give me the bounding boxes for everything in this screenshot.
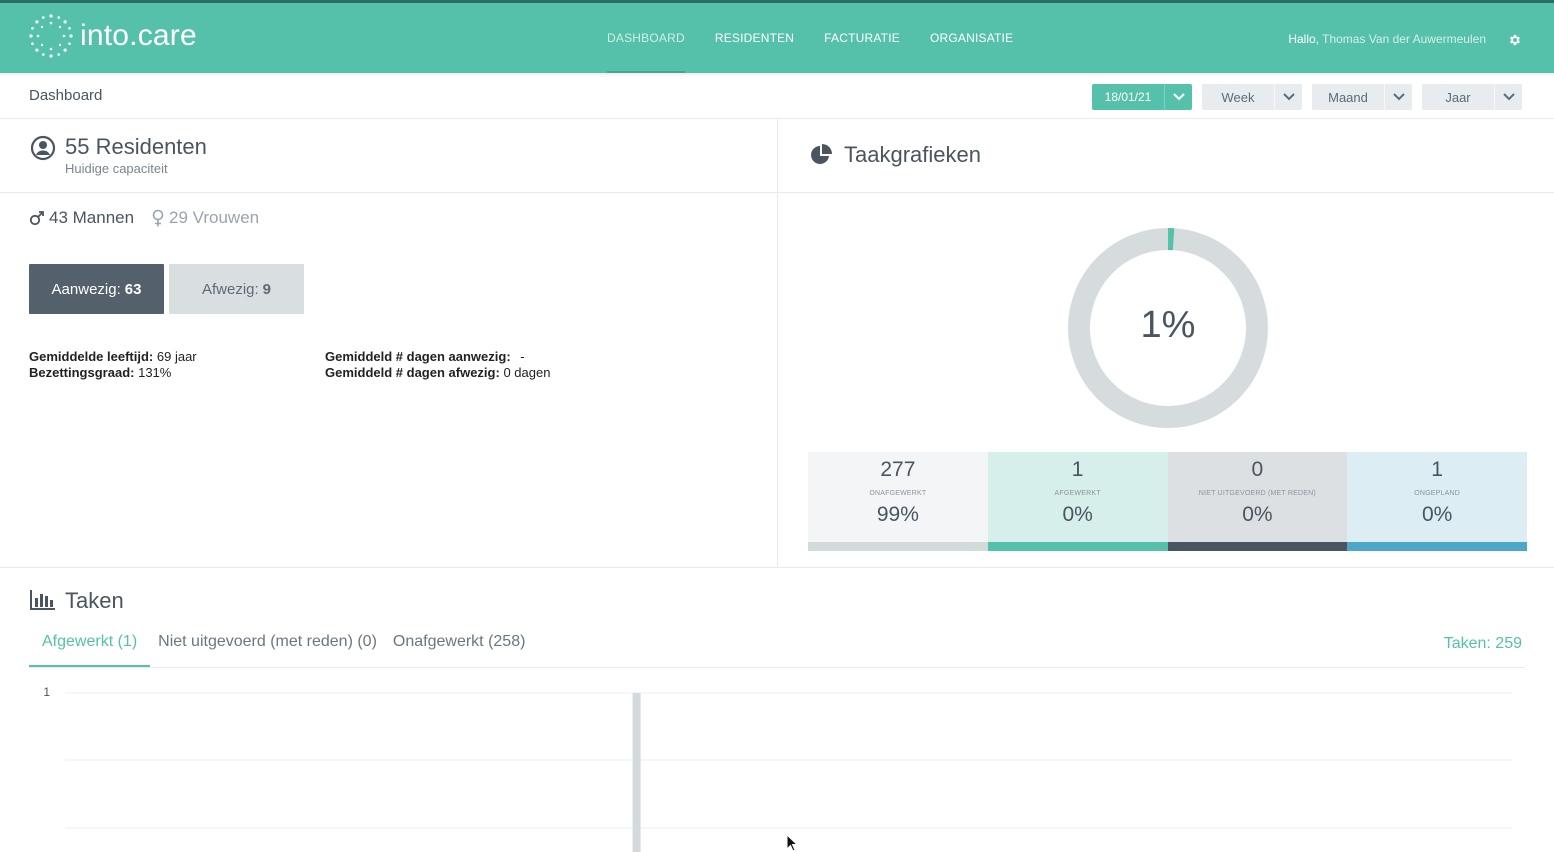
donut-progress-arc — [1068, 228, 1268, 428]
occupancy-value: 131% — [138, 365, 172, 380]
chevron-down-icon — [1164, 84, 1192, 110]
greeting-text: Hallo, — [1288, 32, 1319, 46]
breadcrumb: Dashboard — [29, 87, 103, 104]
tasks-tabs: Afgewerkt (1) Niet uitgevoerd (met reden… — [29, 622, 533, 667]
men-count: 43 Mannen — [29, 208, 134, 228]
residents-title: 55 Residenten — [65, 134, 207, 159]
y-tick-label: 1 — [43, 685, 50, 699]
sub-header: Dashboard 18/01/21 Week Maand Jaar — [0, 73, 1554, 119]
main-nav: DASHBOARD RESIDENTEN FACTURATIE ORGANISA… — [592, 3, 1028, 74]
avg-days-present-stat: Gemiddeld # dagen aanwezig: - — [325, 349, 525, 364]
logo[interactable]: into.care — [28, 13, 197, 59]
men-count-text: 43 Mannen — [49, 208, 135, 227]
women-count-text: 29 Vrouwen — [169, 208, 260, 227]
chevron-down-icon — [1494, 84, 1522, 110]
week-select[interactable]: Week — [1202, 84, 1302, 110]
logo-sunburst-icon — [29, 14, 73, 58]
bar-chart-icon — [30, 590, 55, 610]
year-select-value: Jaar — [1445, 89, 1471, 105]
avg-days-absent-label: Gemiddeld # dagen afwezig: — [325, 365, 500, 380]
tabs-underline — [29, 667, 1525, 668]
tile-percent: 0% — [1421, 503, 1453, 526]
female-icon — [152, 209, 164, 227]
task-status-tiles: 277 ONAFGEWERKT 99% 1 AFGEWERKT 0% 0 NIE… — [808, 452, 1527, 551]
nav-residenten[interactable]: RESIDENTEN — [714, 31, 795, 45]
absent-value: 9 — [262, 280, 272, 298]
mouse-cursor-icon — [786, 834, 798, 852]
user-circle-icon — [30, 135, 56, 161]
week-select-value: Week — [1221, 89, 1255, 105]
date-select[interactable]: 18/01/21 — [1092, 84, 1192, 110]
tasks-total: Taken: 259 — [1443, 635, 1522, 652]
present-label: Aanwezig: — [51, 280, 121, 298]
tab-afgewerkt[interactable]: Afgewerkt (1) — [29, 622, 151, 667]
avg-days-absent-stat: Gemiddeld # dagen afwezig: 0 dagen — [325, 365, 550, 380]
year-select[interactable]: Jaar — [1422, 84, 1522, 110]
nav-facturatie[interactable]: FACTURATIE — [824, 31, 900, 45]
column-divider — [777, 119, 778, 568]
tile-count: 0 — [1251, 458, 1264, 481]
gear-icon[interactable] — [1508, 33, 1522, 47]
tile-ongepland[interactable]: 1 ONGEPLAND 0% — [1347, 452, 1527, 551]
tile-label: AFGEWERKT — [1054, 490, 1101, 497]
absent-label: Afwezig: — [201, 280, 259, 298]
tile-afgewerkt[interactable]: 1 AFGEWERKT 0% — [987, 452, 1168, 551]
section-divider — [0, 567, 1554, 568]
tile-label: ONGEPLAND — [1414, 490, 1460, 497]
tile-percent: 99% — [876, 503, 919, 526]
chevron-down-icon — [1274, 84, 1302, 110]
present-button[interactable]: Aanwezig: 63 — [29, 264, 164, 314]
tasks-title: Taken — [65, 588, 124, 613]
nav-dashboard[interactable]: DASHBOARD — [592, 3, 700, 74]
month-select-value: Maand — [1328, 89, 1368, 105]
tile-count: 277 — [880, 458, 916, 481]
tab-onafgewerkt[interactable]: Onafgewerkt (258) — [392, 633, 526, 650]
tile-percent: 0% — [1062, 503, 1093, 526]
women-count: 29 Vrouwen — [151, 208, 259, 228]
absent-button[interactable]: Afwezig: 9 — [169, 264, 304, 314]
task-charts-title: Taakgrafieken — [844, 142, 981, 167]
chart-bar-0 — [632, 693, 641, 852]
nav-organisatie[interactable]: ORGANISATIE — [929, 31, 1014, 45]
tile-color-bar — [987, 542, 1168, 551]
user-name: Thomas Van der Auwermeulen — [1322, 32, 1486, 46]
pie-chart-icon — [811, 144, 832, 164]
logo-text: into.care — [80, 19, 197, 52]
tile-color-bar — [1167, 542, 1348, 551]
panel-header-divider — [0, 192, 1554, 193]
tile-niet-uitgevoerd[interactable]: 0 NIET UITGEVOERD (MET REDEN) 0% — [1167, 452, 1348, 551]
tasks-bar-chart: 1 — [43, 685, 1512, 852]
present-value: 63 — [124, 280, 142, 298]
tab-niet-uitgevoerd[interactable]: Niet uitgevoerd (met reden) (0) — [158, 633, 377, 650]
tile-count: 1 — [1071, 458, 1084, 481]
occupancy-stat: Bezettingsgraad: 131% — [29, 365, 171, 380]
tile-count: 1 — [1431, 458, 1443, 481]
avg-days-present-value: - — [520, 349, 525, 364]
avg-days-present-label: Gemiddeld # dagen aanwezig: — [325, 349, 511, 364]
avg-days-absent-value: 0 dagen — [503, 365, 551, 380]
avg-age-stat: Gemiddelde leeftijd: 69 jaar — [29, 349, 197, 364]
male-icon — [29, 211, 44, 226]
tile-percent: 0% — [1242, 503, 1273, 526]
tile-label: NIET UITGEVOERD (MET REDEN) — [1198, 490, 1316, 497]
top-navbar: into.care DASHBOARD RESIDENTEN FACTURATI… — [0, 0, 1554, 74]
tile-color-bar — [808, 542, 988, 551]
avg-age-value: 69 jaar — [156, 349, 197, 364]
user-greeting[interactable]: Hallo, Thomas Van der Auwermeulen — [1288, 32, 1486, 46]
task-donut-chart — [1068, 228, 1268, 428]
tile-label: ONAFGEWERKT — [869, 490, 927, 497]
chevron-down-icon — [1384, 84, 1412, 110]
tile-onafgewerkt[interactable]: 277 ONAFGEWERKT 99% — [808, 452, 988, 551]
occupancy-label: Bezettingsgraad: — [29, 365, 135, 380]
tile-color-bar — [1347, 542, 1527, 551]
donut-percent: 1% — [1140, 304, 1196, 346]
month-select[interactable]: Maand — [1312, 84, 1412, 110]
avg-age-label: Gemiddelde leeftijd: — [29, 349, 154, 364]
date-select-value: 18/01/21 — [1104, 90, 1152, 104]
residents-subtitle: Huidige capaciteit — [65, 161, 168, 176]
